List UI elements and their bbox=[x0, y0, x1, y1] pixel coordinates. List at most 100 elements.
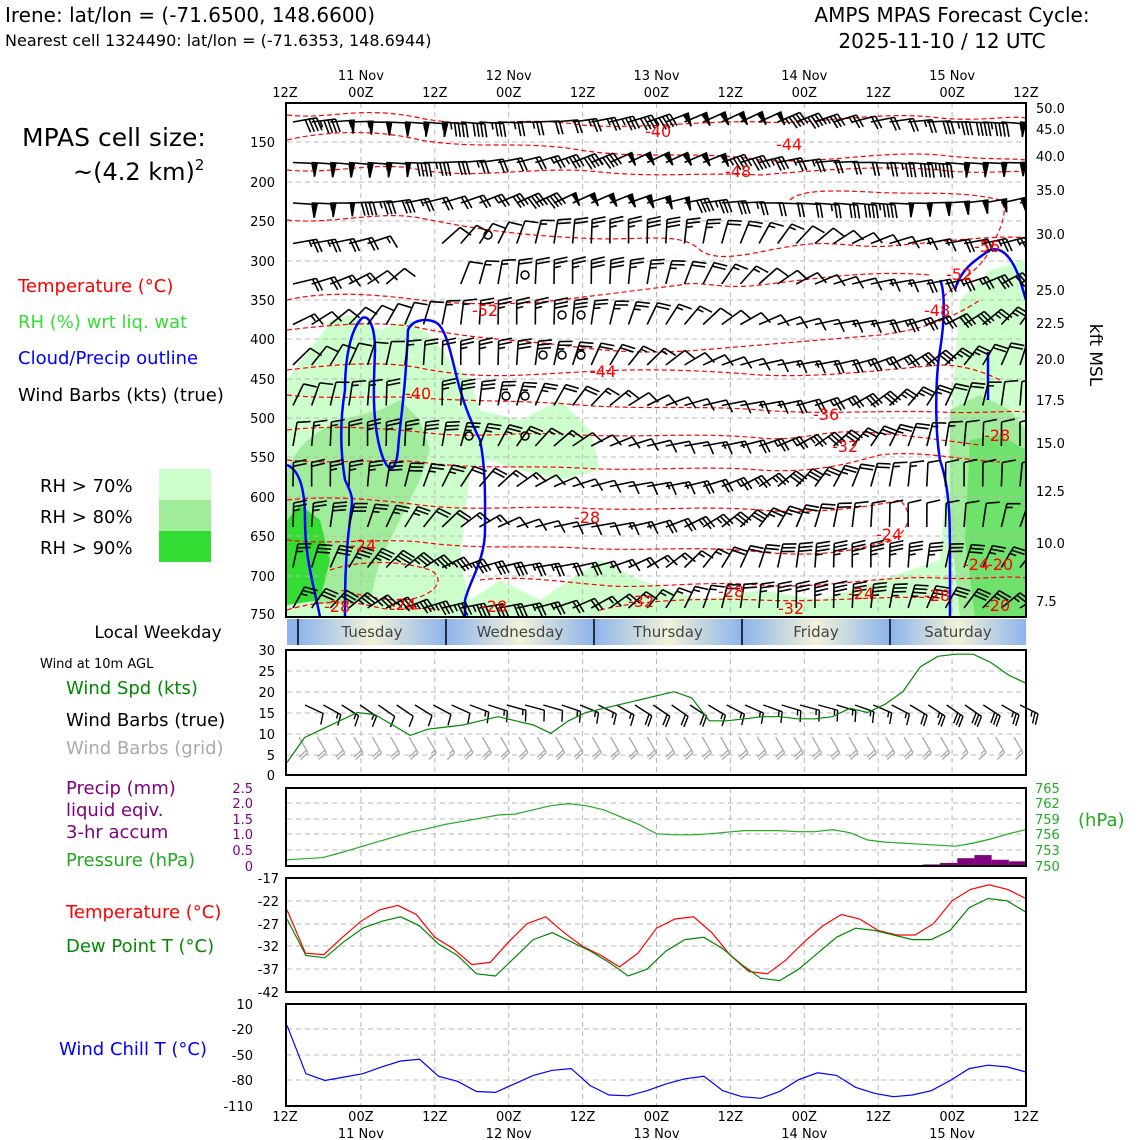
calm-marker bbox=[520, 431, 530, 441]
wind-barb bbox=[573, 736, 584, 761]
wind-barb bbox=[627, 345, 657, 366]
wind-barb bbox=[721, 263, 749, 285]
wind-barb bbox=[497, 258, 516, 285]
wind-barb bbox=[1019, 504, 1026, 528]
wind-barb bbox=[665, 481, 696, 495]
wind-10m-title: Wind at 10m AGL bbox=[40, 657, 154, 672]
wind-barb bbox=[665, 151, 693, 166]
wind-barb bbox=[571, 216, 589, 244]
wind-barb bbox=[777, 269, 808, 285]
wind-barb bbox=[591, 736, 602, 761]
wind-barb bbox=[500, 736, 511, 761]
temperature-contour-label: -24 bbox=[876, 525, 902, 544]
wind-barb bbox=[460, 260, 484, 285]
bottom-time-tick: 00Z bbox=[939, 1110, 965, 1125]
temperature-contour-label: -28 bbox=[984, 426, 1010, 445]
wind-barb bbox=[553, 218, 572, 244]
wind-barb bbox=[818, 704, 839, 722]
top-time-tick: 12Z bbox=[570, 86, 596, 101]
wind-barb bbox=[982, 343, 1009, 366]
wind-barb bbox=[609, 343, 636, 366]
wind-barb bbox=[478, 337, 493, 366]
bottom-date-tick: 14 Nov bbox=[781, 1127, 827, 1140]
kft-tick: 12.5 bbox=[1036, 485, 1065, 500]
temperature-contour-label: -56 bbox=[974, 237, 1000, 256]
wind-barb bbox=[497, 221, 523, 244]
wind-barb bbox=[609, 215, 624, 244]
wind-barb bbox=[414, 704, 433, 727]
wind-barb bbox=[814, 202, 842, 219]
pressure-y-tick: 750 bbox=[1035, 860, 1060, 875]
legend-rh80-swatch bbox=[159, 500, 211, 531]
temperature-contour-label: -36 bbox=[813, 405, 839, 424]
calm-marker bbox=[557, 350, 567, 360]
bottom-date-tick: 15 Nov bbox=[929, 1127, 975, 1140]
wind-barb bbox=[359, 704, 378, 728]
cycle-time: 2025-11-10 / 12 UTC bbox=[838, 29, 1045, 53]
wind-barb bbox=[665, 440, 696, 454]
isotherm-48c bbox=[287, 299, 981, 353]
wind-barb bbox=[646, 215, 661, 244]
wind-barb bbox=[944, 586, 971, 609]
wind-barb bbox=[572, 478, 604, 491]
wind-barb bbox=[590, 298, 609, 325]
precip-y-tick: 1.0 bbox=[232, 828, 253, 843]
legend-rh90-swatch bbox=[159, 531, 211, 562]
wind-barb bbox=[702, 478, 734, 493]
wind-barb bbox=[870, 462, 891, 487]
temperature-contour-label: -40 bbox=[405, 384, 431, 403]
wind-barb bbox=[721, 511, 752, 528]
wind-spd-label: Wind Spd (kts) bbox=[66, 678, 198, 699]
wind-barb bbox=[721, 356, 753, 369]
pressure-y-tick: 762 bbox=[1035, 797, 1060, 812]
kft-tick: 15.0 bbox=[1036, 437, 1065, 452]
wind-barb bbox=[976, 736, 987, 761]
wind-barb bbox=[982, 161, 1008, 177]
wind-barb bbox=[963, 543, 986, 568]
wind-barb bbox=[944, 420, 963, 447]
wind-barb bbox=[777, 157, 808, 172]
wind-barb bbox=[903, 736, 914, 761]
day-cell bbox=[890, 619, 1026, 645]
wind-barb bbox=[385, 340, 405, 366]
wind-barb bbox=[1000, 272, 1026, 288]
kft-tick: 25.0 bbox=[1036, 284, 1065, 299]
wind-speed-line bbox=[286, 653, 1027, 763]
calm-marker bbox=[520, 391, 530, 401]
pressure-line bbox=[286, 802, 1027, 861]
wind-barb bbox=[341, 704, 360, 727]
wind-barb bbox=[888, 461, 908, 487]
wind-barb bbox=[683, 585, 709, 609]
wind-barb bbox=[579, 704, 600, 724]
wind-barb bbox=[926, 238, 957, 252]
pressure-tick: 400 bbox=[250, 333, 275, 348]
calm-marker bbox=[557, 310, 567, 320]
precip-y-tick: 2.5 bbox=[232, 782, 253, 797]
day-label: Friday bbox=[793, 623, 839, 641]
top-date-tick: 12 Nov bbox=[486, 69, 532, 84]
wind-barb bbox=[721, 110, 749, 126]
wind-barb bbox=[322, 704, 342, 726]
wind-barb bbox=[329, 418, 345, 447]
wind-barb bbox=[926, 278, 957, 293]
wind-barb bbox=[926, 161, 954, 179]
wind-barb bbox=[304, 704, 324, 725]
wind-barb bbox=[385, 418, 400, 447]
wind-barb bbox=[739, 220, 763, 244]
wind-barb bbox=[497, 337, 513, 366]
wind-barb bbox=[1000, 546, 1026, 568]
wind-barb bbox=[907, 386, 936, 407]
pressure-tick: 300 bbox=[250, 255, 275, 270]
wind-barb bbox=[885, 736, 896, 761]
wind-barb bbox=[422, 338, 439, 366]
wind-barb bbox=[441, 195, 473, 210]
chill-y-tick: -20 bbox=[232, 1023, 253, 1038]
wind-barb bbox=[758, 155, 790, 171]
wind-barb bbox=[833, 358, 864, 374]
precip-y-tick: 1.5 bbox=[232, 813, 253, 828]
true-wind-barbs bbox=[304, 704, 1039, 728]
wind-barb bbox=[404, 121, 430, 137]
top-date-tick: 13 Nov bbox=[633, 69, 679, 84]
wind-barb bbox=[908, 161, 935, 178]
wind-barb bbox=[481, 736, 492, 761]
